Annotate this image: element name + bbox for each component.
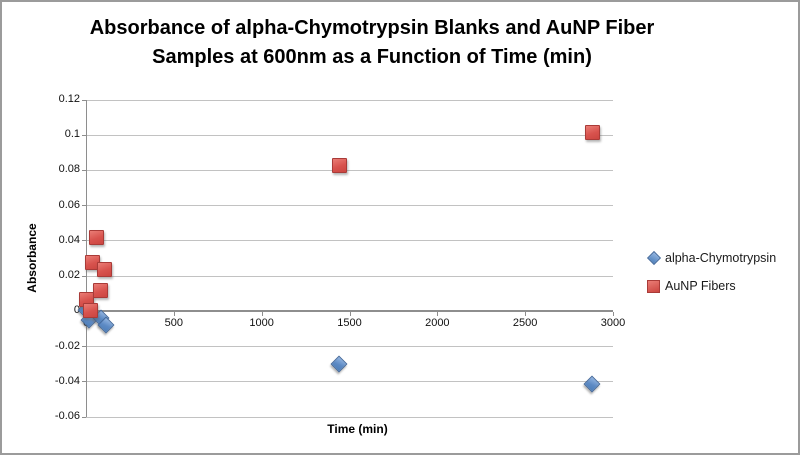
y-tick-label: -0.02 — [54, 339, 80, 352]
y-tick-mark — [82, 205, 86, 207]
x-tick-mark — [349, 312, 351, 317]
data-point-aunp-fibers[interactable] — [584, 124, 600, 140]
y-tick-label: 0.12 — [58, 93, 80, 105]
data-point-aunp-fibers[interactable] — [97, 262, 113, 278]
x-tick-label: 1500 — [337, 317, 362, 330]
y-axis-title: Absorbance — [25, 223, 39, 293]
x-tick-mark — [525, 312, 527, 317]
legend-label-alpha-chymotrypsin: alpha-Chymotrypsin — [665, 251, 777, 265]
x-axis-line — [86, 310, 613, 313]
data-point-aunp-fibers[interactable] — [88, 230, 104, 246]
y-tick-mark — [82, 275, 86, 277]
legend: alpha-Chymotrypsin AuNP Fibers — [646, 244, 777, 300]
y-tick-label: -0.04 — [54, 374, 80, 387]
gridline — [86, 346, 613, 348]
gridline — [86, 205, 613, 207]
gridline — [86, 240, 613, 242]
gridline — [86, 169, 613, 171]
x-tick-mark — [437, 312, 439, 317]
diamond-marker-icon — [646, 250, 662, 266]
data-point-aunp-fibers[interactable] — [331, 158, 347, 174]
legend-item-alpha-chymotrypsin[interactable]: alpha-Chymotrypsin — [646, 244, 777, 272]
square-marker-icon — [647, 279, 660, 293]
gridline — [86, 416, 613, 418]
chart-title-line-2: Samples at 600nm as a Function of Time (… — [152, 46, 592, 68]
y-tick-label: 0.1 — [64, 128, 80, 141]
data-point-aunp-fibers[interactable] — [93, 283, 109, 299]
y-tick-mark — [82, 346, 86, 348]
y-tick-mark — [82, 134, 86, 136]
x-axis-title: Time (min) — [327, 422, 388, 436]
y-tick-label: 0.04 — [58, 233, 80, 246]
x-tick-mark — [261, 312, 263, 317]
y-tick-mark — [82, 381, 86, 383]
legend-item-aunp-fibers[interactable]: AuNP Fibers — [647, 272, 776, 300]
legend-label-aunp-fibers: AuNP Fibers — [665, 279, 736, 293]
x-tick-label: 1000 — [249, 317, 274, 330]
gridline — [86, 134, 613, 136]
x-tick-label: 3000 — [600, 317, 626, 330]
y-tick-mark — [82, 416, 86, 418]
y-tick-mark — [82, 240, 86, 242]
chart-title: Absorbance of alpha-Chymotrypsin Blanks … — [22, 14, 722, 72]
gridline — [86, 275, 613, 277]
x-tick-label: 2500 — [512, 317, 538, 330]
y-tick-label: -0.06 — [54, 410, 80, 422]
x-tick-label: 2000 — [425, 317, 450, 330]
y-tick-label: 0.06 — [58, 198, 80, 211]
chart-title-line-1: Absorbance of alpha-Chymotrypsin Blanks … — [89, 17, 655, 39]
y-tick-label: 0 — [25, 304, 80, 316]
x-tick-mark — [613, 312, 614, 317]
x-tick-label: 500 — [164, 317, 183, 330]
y-tick-label: 0.08 — [58, 163, 80, 176]
y-tick-mark — [82, 169, 86, 171]
x-tick-mark — [173, 312, 175, 317]
y-tick-mark — [82, 99, 86, 101]
gridline — [86, 381, 613, 383]
y-tick-label: 0.02 — [58, 269, 80, 282]
data-point-alpha-chymotrypsin[interactable] — [583, 375, 601, 393]
data-point-aunp-fibers[interactable] — [82, 302, 98, 318]
data-point-alpha-chymotrypsin[interactable] — [330, 355, 348, 373]
gridline — [86, 99, 613, 101]
